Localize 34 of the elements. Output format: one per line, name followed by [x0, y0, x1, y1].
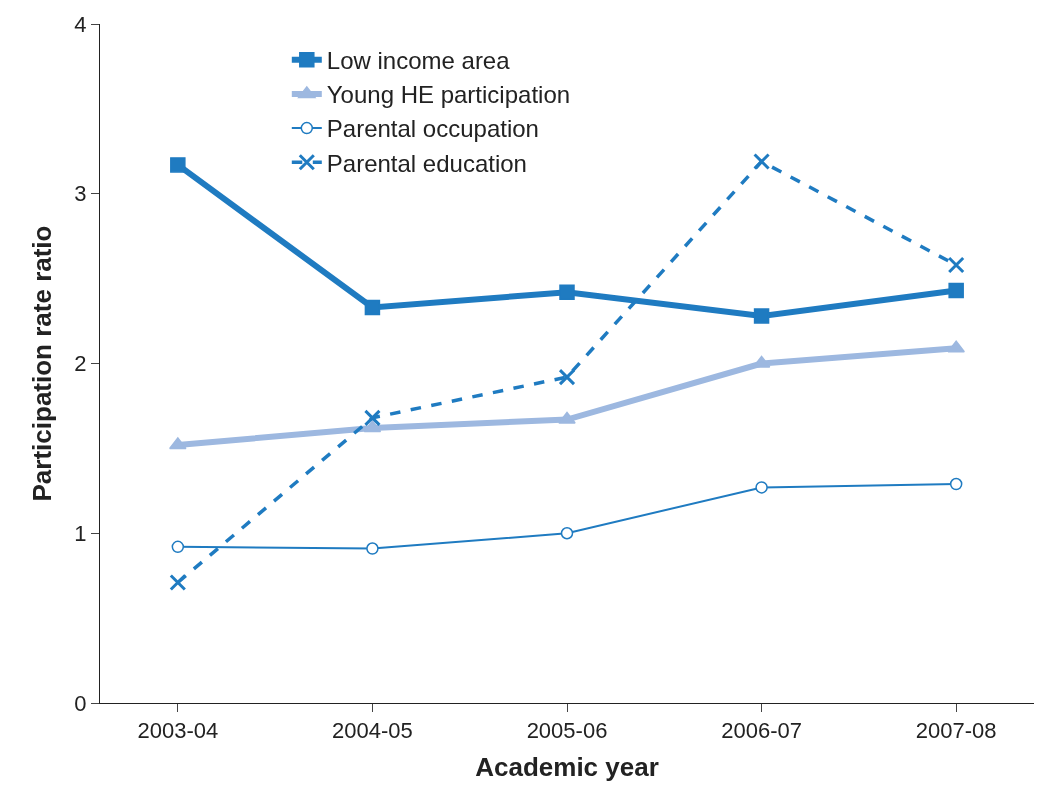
x-tick-label: 2005-06 [526, 718, 608, 744]
legend-label: Parental occupation [326, 115, 539, 143]
legend-label: Young HE participation [326, 81, 571, 109]
y-tick-label: 4 [74, 11, 87, 37]
y-tick-label: 1 [74, 520, 87, 546]
point [558, 411, 576, 424]
y-axis-title: Participation rate ratio [26, 225, 57, 502]
point [947, 340, 965, 353]
y-tick-label: 2 [74, 351, 87, 377]
x-tick-label: 2007-08 [915, 718, 997, 744]
legend-label: Low income area [326, 47, 511, 75]
point [948, 282, 964, 299]
point [559, 284, 575, 300]
x-tick-label: 2004-05 [332, 718, 413, 744]
y-tick-label: 0 [74, 690, 87, 716]
x-tick-label: 2003-04 [137, 718, 219, 744]
point [366, 542, 379, 555]
point [558, 368, 576, 386]
point [171, 540, 185, 554]
point [169, 437, 187, 450]
legend-label: Parental education [326, 149, 527, 177]
x-tick-label: 2006-07 [721, 718, 802, 744]
x-axis-title: Academic year [475, 752, 659, 783]
point [169, 573, 187, 591]
point [363, 409, 381, 427]
point [949, 477, 963, 491]
point [560, 527, 574, 540]
point [947, 256, 965, 274]
point [753, 308, 770, 324]
point [753, 153, 771, 170]
point [364, 299, 381, 316]
y-tick-label: 3 [74, 181, 87, 207]
point [170, 157, 186, 173]
point [755, 481, 768, 494]
